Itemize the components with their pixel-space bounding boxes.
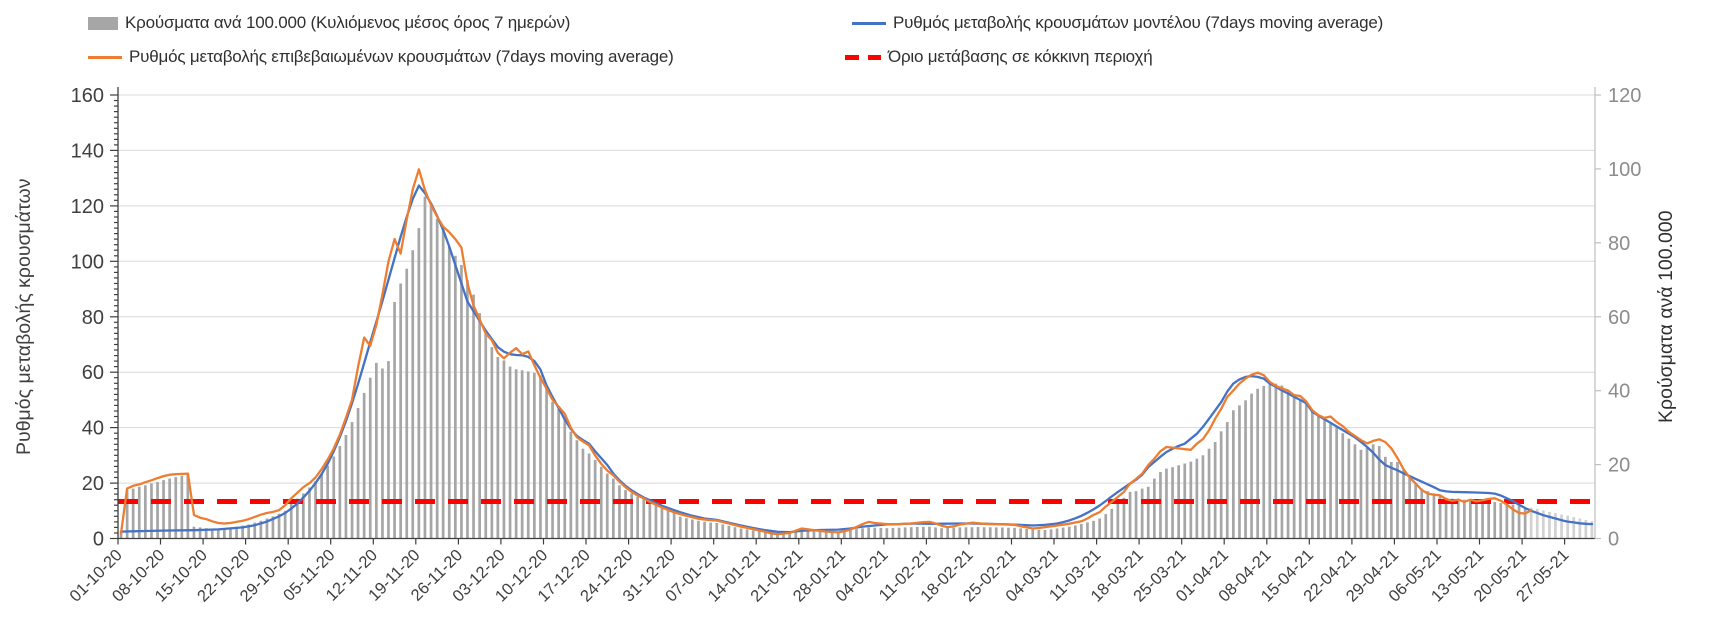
svg-text:80: 80 [82,307,104,329]
model-line [119,184,1594,534]
legend-item-confirmed-line: Ρυθμός μεταβολής επιβεβαιωμένων κρουσμάτ… [88,47,674,67]
legend-item-cases-bars: Κρούσματα ανά 100.000 (Κυλιόμενος μέσος … [88,13,570,33]
svg-text:120: 120 [71,196,104,218]
svg-text:20: 20 [82,473,104,495]
confirmed-line-swatch-icon [88,55,122,59]
svg-text:160: 160 [71,85,104,107]
legend-label: Όριο μετάβασης σε κόκκινη περιοχή [888,47,1153,66]
svg-text:60: 60 [1608,307,1630,329]
bars-series [119,196,1594,539]
y-axis-right-labels: 0 20 40 60 80 100 120 [1608,85,1641,551]
y-axis-right [1594,87,1601,540]
y-axis-left [110,87,119,540]
right-axis-title: Κρούσματα ανά 100.000 [1655,210,1677,423]
legend-item-threshold: Όριο μετάβασης σε κόκκινη περιοχή [845,47,1153,67]
svg-text:40: 40 [82,418,104,440]
x-axis [117,537,1595,545]
x-axis-labels: 01-10-2008-10-2015-10-2022-10-2029-10-20… [66,546,1572,605]
confirmed-line [119,168,1533,536]
gridlines [118,94,1595,484]
model-line-swatch-icon [852,21,886,25]
y-axis-left-labels: 0 20 40 60 80 100 120 140 160 [71,85,104,551]
svg-text:40: 40 [1608,381,1630,403]
svg-text:60: 60 [82,362,104,384]
legend-label: Ρυθμός μεταβολής επιβεβαιωμένων κρουσμάτ… [129,47,674,66]
left-axis-title: Ρυθμός μεταβολής κρουσμάτων [13,179,35,455]
svg-text:20: 20 [1608,455,1630,477]
svg-text:80: 80 [1608,233,1630,255]
bar-swatch-icon [88,16,118,30]
threshold-dash-swatch-icon [845,54,881,60]
legend-label: Ρυθμός μεταβολής κρουσμάτων μοντέλου (7d… [893,13,1384,32]
legend-item-model-line: Ρυθμός μεταβολής κρουσμάτων μοντέλου (7d… [852,13,1383,33]
svg-text:120: 120 [1608,85,1641,107]
svg-text:0: 0 [1608,529,1619,551]
svg-text:100: 100 [1608,159,1641,181]
svg-text:0: 0 [93,529,104,551]
legend-label: Κρούσματα ανά 100.000 (Κυλιόμενος μέσος … [125,13,571,32]
svg-text:140: 140 [71,140,104,162]
svg-text:100: 100 [71,251,104,273]
